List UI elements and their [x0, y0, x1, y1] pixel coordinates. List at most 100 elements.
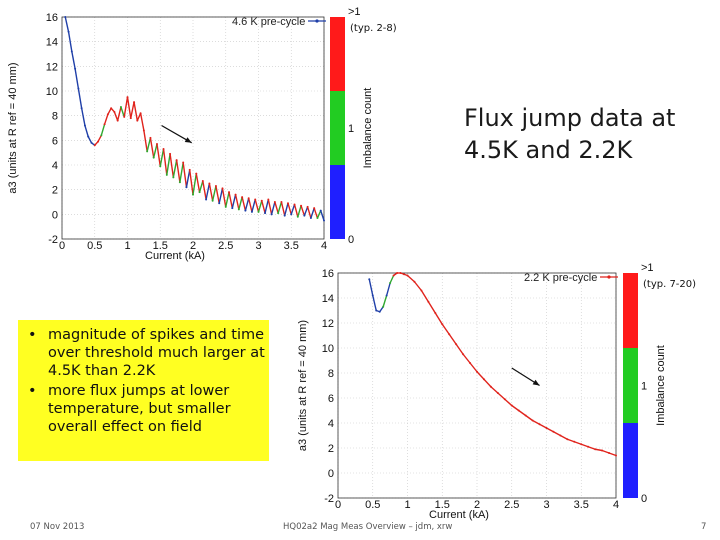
- series-segment: [74, 68, 80, 89]
- series-segment: [195, 173, 201, 193]
- y-tick-label: 14: [322, 293, 334, 305]
- series-segment: [169, 153, 175, 178]
- colorbar-bottom-label: 0: [641, 493, 647, 505]
- data-point: [316, 217, 319, 220]
- data-point: [566, 438, 569, 441]
- data-point: [123, 115, 126, 118]
- data-point: [185, 186, 188, 189]
- data-point: [385, 294, 388, 297]
- data-point: [283, 214, 286, 217]
- y-tick-label: 14: [46, 37, 58, 49]
- chart-2p2k: 0 0.5 1 1.5 2 2.5 3 3.5 4-20246810121416Current …: [297, 262, 696, 521]
- series-segment: [280, 201, 286, 216]
- data-point: [286, 202, 289, 205]
- y-tick-label: 10: [46, 86, 58, 98]
- data-point: [441, 323, 444, 326]
- series-segment: [97, 135, 102, 142]
- data-point: [70, 50, 73, 53]
- series-segment: [306, 206, 312, 219]
- series-segment: [87, 136, 93, 144]
- series-segment: [133, 101, 139, 121]
- data-point: [538, 423, 541, 426]
- x-tick-label: 4: [613, 499, 619, 511]
- series-segment: [189, 169, 194, 195]
- data-point: [201, 180, 204, 183]
- data-point: [155, 143, 158, 146]
- x-tick-label: 3.5: [284, 240, 299, 252]
- series-segment: [67, 31, 73, 52]
- y-tick-label: 12: [322, 318, 334, 330]
- data-point: [375, 309, 378, 312]
- series-segment: [126, 97, 132, 119]
- data-point: [306, 205, 309, 208]
- y-tick-label: 10: [322, 343, 334, 355]
- colorbar-top-label: >1: [348, 6, 361, 18]
- series-segment: [244, 198, 250, 211]
- data-point: [113, 110, 116, 113]
- series-segment: [277, 201, 283, 214]
- series-segment: [303, 206, 309, 216]
- series-segment: [261, 200, 266, 214]
- series-segment: [532, 419, 540, 425]
- series-segment: [274, 201, 279, 214]
- data-point: [142, 129, 145, 132]
- data-point: [403, 273, 406, 276]
- series-segment: [497, 392, 506, 400]
- note-text: magnitude of spikes and time over thresh…: [48, 327, 265, 379]
- data-point: [165, 173, 168, 176]
- series-segment: [208, 183, 214, 201]
- data-point: [545, 427, 548, 429]
- colorbar-note: (typ. 2-8): [350, 23, 397, 34]
- series-segment: [462, 353, 471, 364]
- y-tick-label: 8: [328, 368, 334, 380]
- series-segment: [192, 173, 197, 195]
- data-point: [489, 385, 492, 388]
- y-axis-label: a3 (units at R ref = 40 mm): [297, 320, 309, 451]
- data-point: [319, 209, 322, 212]
- y-tick-label: -2: [324, 493, 334, 505]
- series-segment: [581, 443, 589, 448]
- data-point: [234, 193, 237, 196]
- data-point: [580, 443, 583, 446]
- data-point: [280, 201, 283, 203]
- data-point: [427, 300, 430, 303]
- series-segment: [149, 137, 155, 158]
- series-segment: [385, 282, 391, 296]
- data-point: [601, 449, 604, 452]
- x-tick-label: 1.5: [435, 499, 450, 511]
- data-point: [103, 123, 106, 126]
- series-segment: [231, 194, 237, 209]
- notes-box: • magnitude of spikes and time over thres…: [18, 320, 269, 461]
- series-segment: [297, 205, 302, 217]
- data-point: [510, 404, 513, 407]
- series-segment: [77, 88, 83, 109]
- series-segment: [595, 448, 603, 452]
- series-segment: [185, 169, 191, 188]
- data-point: [192, 193, 194, 196]
- data-point: [469, 362, 472, 364]
- series-segment: [608, 452, 617, 457]
- data-point: [80, 107, 83, 110]
- data-point: [119, 106, 122, 109]
- series-segment: [518, 409, 527, 417]
- data-point: [293, 203, 296, 206]
- data-point: [290, 213, 293, 216]
- series-segment: [162, 148, 168, 175]
- slide-title: Flux jump data at 4.5K and 2.2K: [464, 104, 676, 164]
- data-point: [482, 378, 485, 381]
- x-axis-label: Current (kA): [429, 509, 489, 521]
- series-segment: [136, 112, 142, 121]
- series-segment: [116, 106, 122, 121]
- data-point: [406, 274, 409, 277]
- series-segment: [234, 194, 240, 210]
- series-segment: [290, 204, 296, 215]
- data-point: [524, 414, 527, 417]
- data-point: [608, 452, 611, 454]
- x-tick-label: 0: [335, 499, 341, 511]
- series-segment: [166, 153, 171, 175]
- data-point: [67, 30, 70, 33]
- data-point: [231, 207, 234, 210]
- data-point: [254, 198, 257, 201]
- legend-marker: [315, 19, 319, 23]
- data-point: [195, 172, 198, 175]
